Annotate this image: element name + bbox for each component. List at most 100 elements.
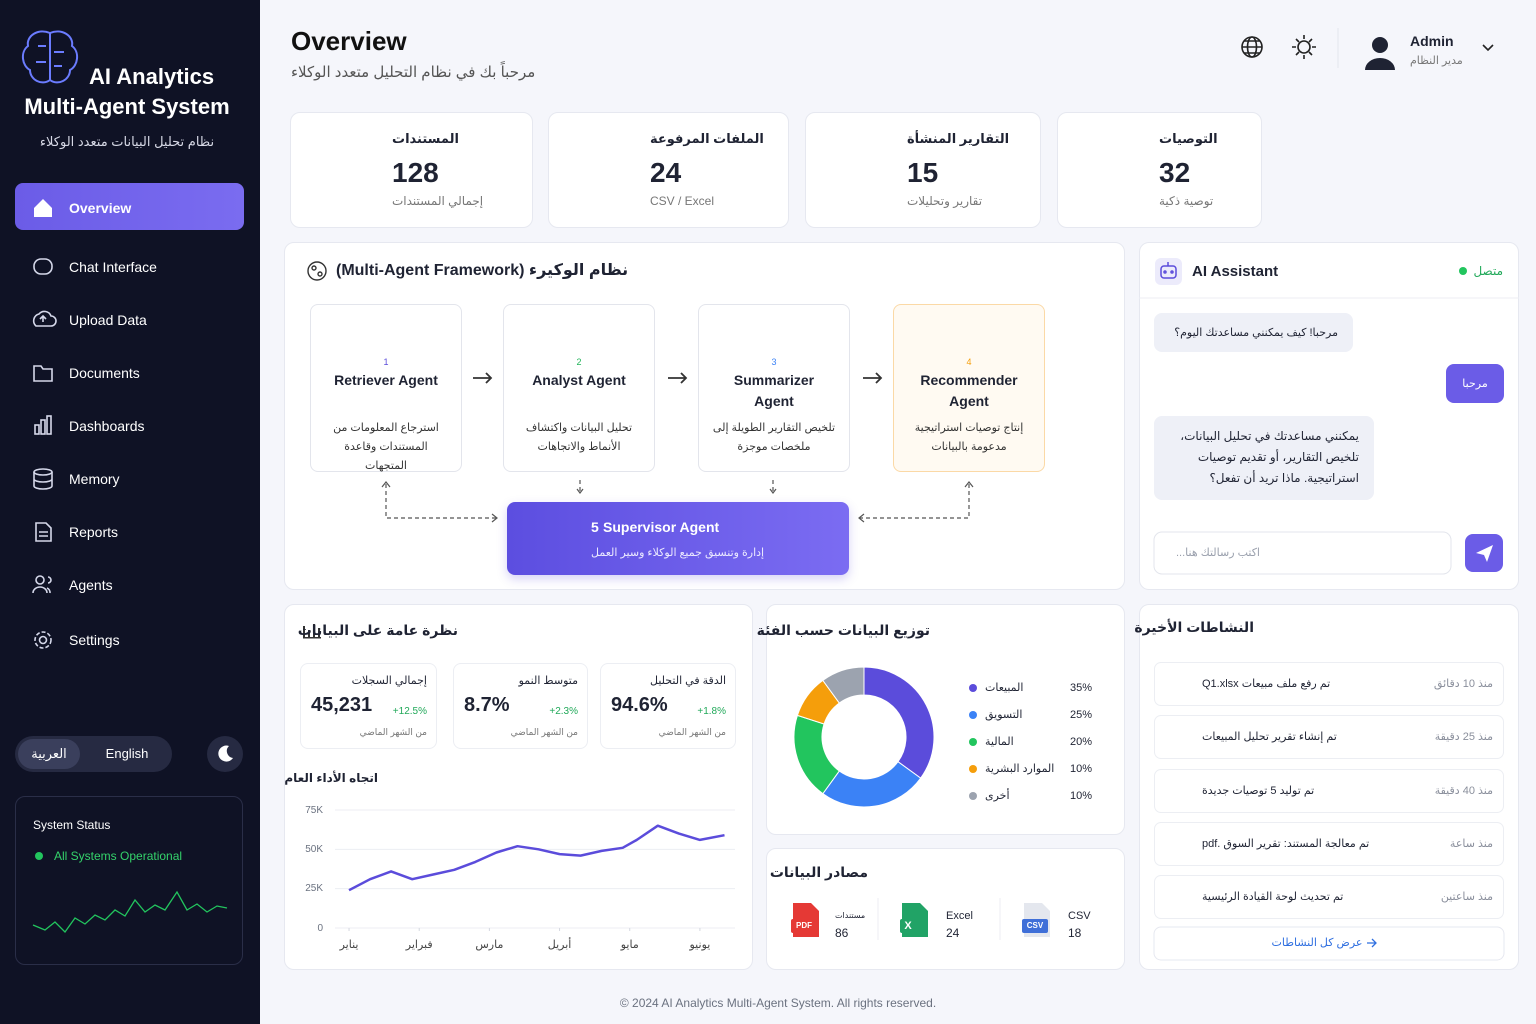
activity-text: تم تحديث لوحة القيادة الرئيسية: [1202, 891, 1344, 904]
activity-row[interactable]: [1154, 662, 1504, 706]
source-label: Excel: [946, 910, 973, 922]
source-icon-tag: [1022, 919, 1048, 933]
stat-card: [290, 112, 533, 228]
x-tick-label: يناير: [339, 939, 359, 951]
metric-card: [453, 663, 588, 749]
nav-item[interactable]: Settings: [69, 632, 120, 648]
agent-card[interactable]: [310, 304, 462, 472]
agent-name: Retriever Agent: [334, 372, 438, 388]
x-tick-label: فبراير: [405, 939, 433, 951]
brand-tagline: نظام تحليل البيانات متعدد الوكلاء: [39, 134, 215, 149]
activity-row[interactable]: [1154, 715, 1504, 760]
metric-value: 8.7%: [464, 693, 510, 716]
source-icon-tag: [900, 919, 916, 933]
agent-card[interactable]: [698, 304, 850, 472]
metric-note: من الشهر الماضي: [658, 726, 726, 737]
nav-item[interactable]: Chat Interface: [69, 259, 157, 275]
avatar-head: [1372, 37, 1388, 53]
header-icons: [1241, 35, 1494, 59]
legend-swatch: [969, 738, 977, 746]
agent-number: 1: [383, 356, 389, 367]
metric-label: متوسط النمو: [518, 675, 578, 687]
metric-card: [600, 663, 736, 749]
nav-item[interactable]: Upload Data: [69, 312, 147, 328]
legend-value: 25%: [1069, 709, 1092, 721]
sources-panel: [766, 848, 1125, 970]
chat-input[interactable]: [1153, 531, 1452, 575]
source-icon-label: CSV: [1026, 921, 1044, 930]
agent-number: 3: [771, 356, 777, 367]
chat-message: مرحبا! كيف يمكنني مساعدتك اليوم؟: [1174, 326, 1338, 339]
activity-text: تم إنشاء تقرير تحليل المبيعات: [1202, 731, 1337, 744]
panel-title: نظرة عامة على البيانات: [297, 622, 458, 638]
legend-value: 35%: [1069, 682, 1092, 694]
x-tick-label: أبريل: [547, 939, 572, 951]
trend-line: [348, 824, 725, 892]
legend-swatch: [969, 792, 977, 800]
chat-placeholder: اكتب رسالتك هنا...: [1176, 547, 1260, 559]
language-option[interactable]: English: [105, 746, 149, 761]
nav-item[interactable]: Overview: [69, 200, 132, 216]
stat-label: المستندات: [392, 131, 459, 146]
donut-slice: [822, 666, 865, 704]
stat-card: [1057, 112, 1262, 228]
page-title: Overview: [291, 25, 407, 56]
nav-item[interactable]: Memory: [69, 471, 120, 487]
source-count: 24: [946, 925, 960, 940]
view-all-button[interactable]: [1153, 926, 1505, 961]
y-tick-label: 50K: [305, 843, 323, 855]
panel-title: مصادر البيانات: [769, 864, 868, 880]
nav-icons: [32, 258, 57, 649]
status-card: [15, 796, 243, 965]
source-label: CSV: [1068, 910, 1091, 922]
activity-time: منذ 40 دقيقة: [1434, 784, 1493, 797]
activity-text: تم رفع ملف مبيعات Q1.xlsx: [1202, 678, 1331, 690]
status-title: System Status: [33, 817, 111, 832]
activity-time: منذ ساعتين: [1440, 891, 1493, 904]
footer: © 2024 AI Analytics Multi-Agent System. …: [619, 995, 937, 1010]
brand-subtitle: Multi-Agent System: [24, 94, 230, 119]
supervisor-card[interactable]: [507, 502, 849, 575]
agent-card[interactable]: [893, 304, 1045, 472]
nav-active-bg: [15, 183, 244, 230]
online-dot: [1459, 267, 1467, 275]
view-all-arrow: [1367, 938, 1377, 948]
nav-item[interactable]: Reports: [69, 524, 119, 540]
brand-icon: [22, 30, 78, 84]
stat-note: CSV / Excel: [650, 193, 715, 208]
view-all-link[interactable]: عرض كل النشاطات: [1271, 937, 1363, 949]
activity-row[interactable]: [1154, 875, 1504, 920]
stat-card: [548, 112, 789, 228]
source-count: 18: [1068, 925, 1082, 940]
activity-time: منذ ساعة: [1449, 837, 1493, 850]
legend-label: الموارد البشرية: [985, 763, 1055, 775]
metric-value: 45,231: [311, 693, 373, 716]
user-role: مدير النظام: [1410, 55, 1463, 67]
activity-time: منذ 25 دقيقة: [1434, 731, 1493, 744]
assistant-title: AI Assistant: [1192, 262, 1279, 280]
agent-card[interactable]: [503, 304, 655, 472]
activity-row[interactable]: [1154, 768, 1504, 813]
page-subtitle: مرحباً بك في نظام التحليل متعدد الوكلاء: [291, 63, 536, 81]
nav-item[interactable]: Dashboards: [69, 418, 145, 434]
nav-item[interactable]: Documents: [69, 365, 140, 381]
flow-arrows: [473, 372, 883, 384]
donut-slice: [822, 760, 922, 808]
send-icon: [1476, 545, 1493, 562]
activity-row[interactable]: [1154, 821, 1504, 866]
chat-message: مرحبا: [1462, 377, 1488, 390]
legend-swatch: [969, 711, 977, 719]
source-icon-label: PDF: [796, 921, 812, 930]
y-tick-label: 75K: [305, 804, 323, 816]
language-option[interactable]: العربية: [31, 746, 67, 761]
agent-number: 2: [576, 356, 582, 367]
moon-icon: [218, 745, 233, 762]
stat-value: 128: [392, 156, 439, 188]
stat-note: تقارير وتحليلات: [907, 193, 983, 208]
chat-bubble: [1154, 416, 1374, 500]
stat-value: 24: [650, 156, 682, 188]
chat-bubble: [1446, 364, 1504, 403]
nav-item[interactable]: Agents: [69, 577, 113, 593]
status-text: All Systems Operational: [54, 848, 183, 863]
